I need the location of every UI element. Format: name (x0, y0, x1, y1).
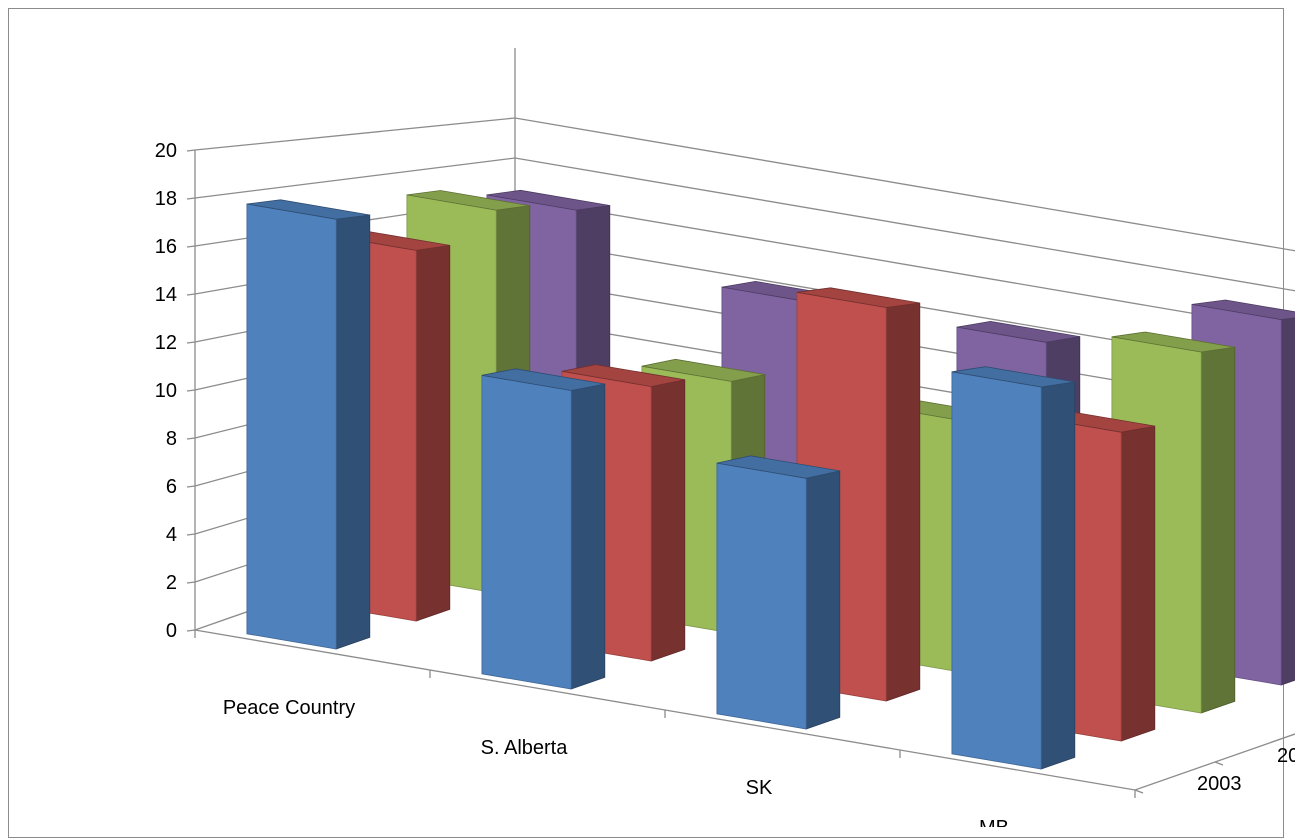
bar-top (951, 366, 1075, 388)
y-tick-label: 14 (155, 284, 177, 306)
y-tick-label: 6 (166, 476, 177, 498)
chart-bars (246, 189, 1295, 770)
y-tick-mark (186, 629, 196, 632)
bar-side (1200, 346, 1236, 714)
bar (246, 199, 371, 650)
y-tick-label: 20 (155, 140, 177, 162)
bar (481, 368, 606, 690)
bar-front (481, 374, 572, 690)
category-label: MB (979, 817, 1009, 827)
y-tick-label: 0 (166, 620, 177, 642)
y-tick-label: 16 (155, 236, 177, 258)
bar-front (716, 462, 807, 730)
bar-front (951, 371, 1042, 770)
bar-top (956, 320, 1080, 343)
bar-top (716, 455, 840, 479)
y-tick-mark (186, 437, 196, 440)
bar-top (246, 199, 370, 220)
bar-side (570, 383, 606, 690)
y-tick-mark (186, 293, 196, 296)
bar-top (486, 189, 610, 211)
y-tick-mark (186, 149, 196, 152)
bar-side (1040, 381, 1076, 770)
y-tick-label: 18 (155, 188, 177, 210)
depth-tick-mark (1214, 761, 1224, 766)
series-depth-label: 2003 (1197, 773, 1242, 795)
series-depth-label: 2004 (1277, 745, 1295, 767)
bar (716, 455, 841, 730)
y-tick-mark (186, 485, 196, 488)
y-tick-label: 2 (166, 572, 177, 594)
category-label: SK (746, 777, 773, 799)
category-label: Peace Country (223, 697, 355, 719)
depth-tick-mark (1134, 789, 1144, 794)
bar-side (805, 470, 841, 730)
chart-labels: 0 2 4 6 8 10 12 14 16 18 20 Peace Country S. Alberta… (155, 140, 1295, 827)
bar-top (481, 368, 605, 391)
bar-top (1191, 299, 1295, 321)
y-tick-mark (186, 533, 196, 536)
category-label: S. Alberta (481, 737, 569, 759)
bar-side (335, 214, 371, 650)
bar-side (1280, 317, 1295, 686)
bar-top (406, 190, 530, 211)
y-tick-label: 10 (155, 380, 177, 402)
y-tick-mark (186, 341, 196, 344)
bar-top (641, 358, 765, 382)
y-tick-mark (186, 389, 196, 392)
bar-side (415, 244, 451, 622)
bar-side (1120, 425, 1156, 742)
y-tick-mark (186, 581, 196, 584)
y-tick-mark (186, 245, 196, 248)
bar-side (885, 302, 921, 702)
bar (951, 366, 1076, 770)
bar-top (796, 287, 920, 308)
bar-top (561, 364, 685, 387)
y-tick-label: 8 (166, 428, 177, 450)
bar-front (246, 203, 337, 650)
y-tick-label: 12 (155, 332, 177, 354)
bar-top (1111, 331, 1235, 353)
y-tick-mark (186, 197, 196, 200)
y-tick-label: 4 (166, 524, 177, 546)
bar-side (650, 379, 686, 662)
